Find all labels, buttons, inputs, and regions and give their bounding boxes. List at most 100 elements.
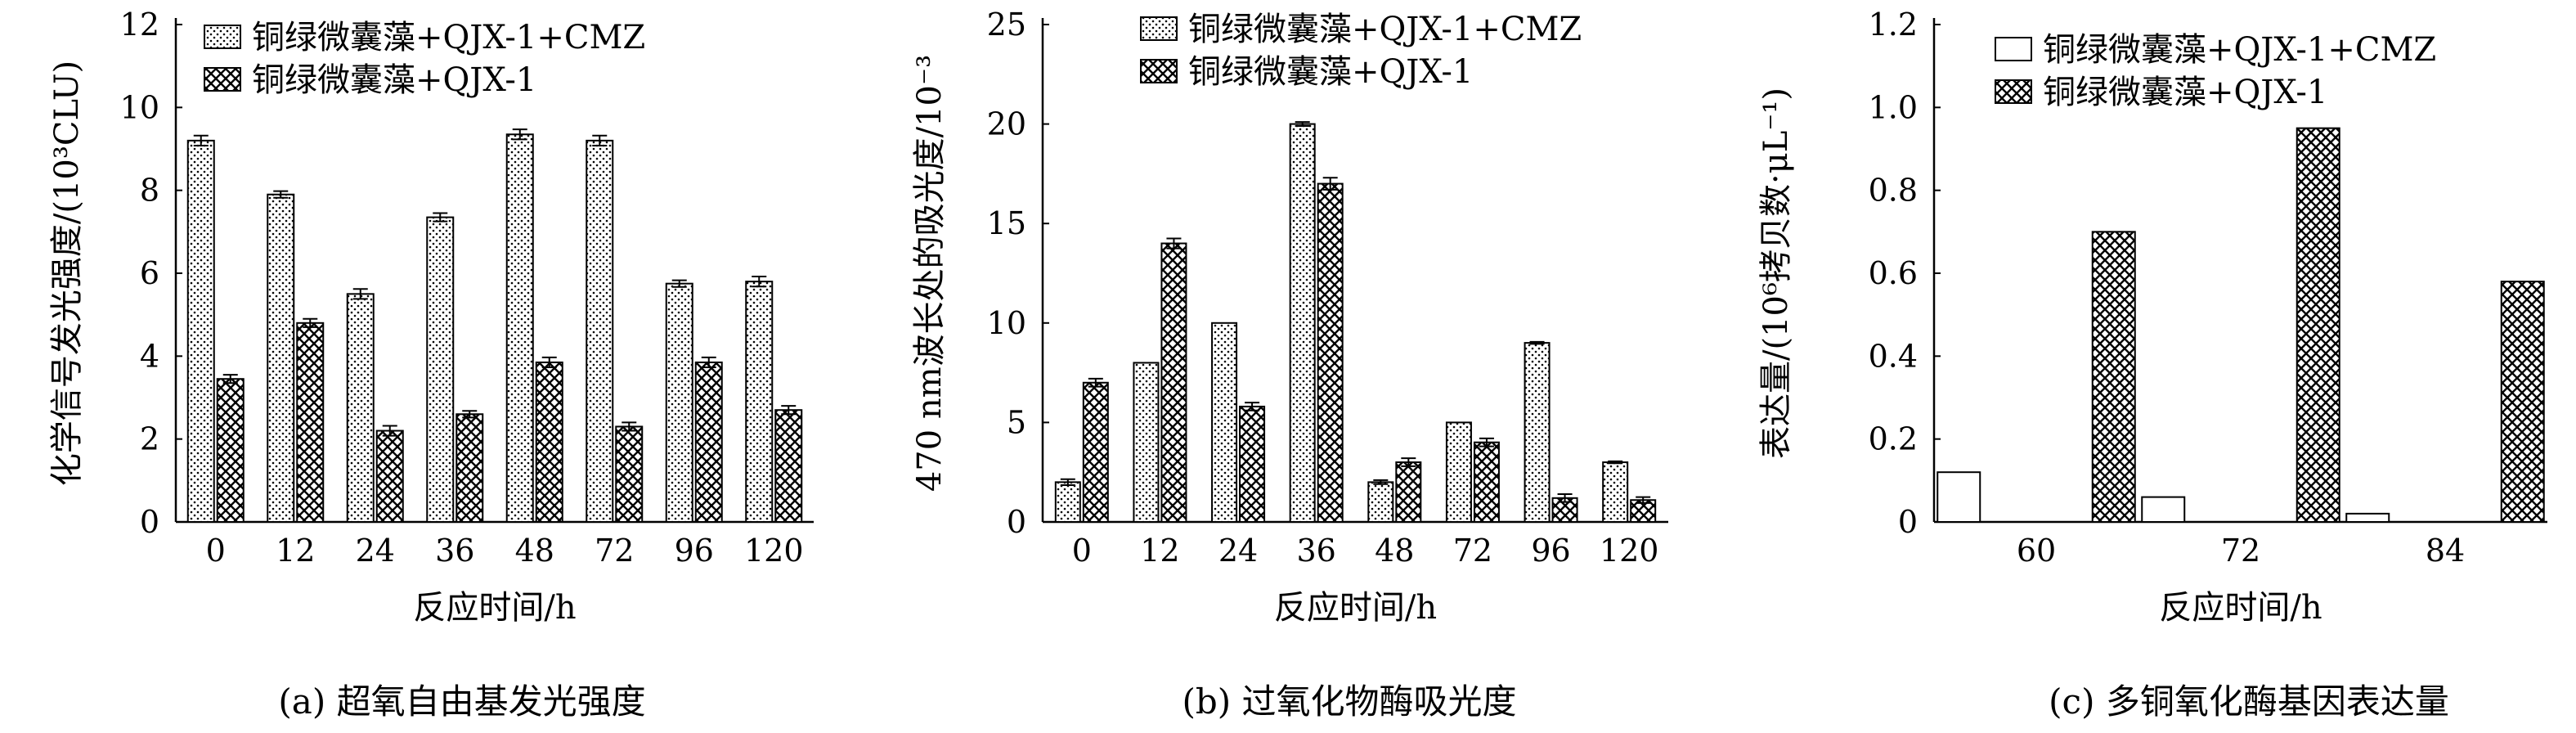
legend-label: 铜绿微囊藻+QJX-1+CMZ [2043,31,2436,69]
bar [535,361,563,523]
bar [2296,127,2340,524]
legend-label: 铜绿微囊藻+QJX-1 [252,61,536,99]
x-tick-label: 12 [1140,533,1179,569]
x-tick-label: 120 [1600,533,1659,569]
bar [2091,231,2136,523]
legend-swatch [1995,37,2032,61]
y-tick-label: 2 [140,421,159,457]
y-tick-label: 0 [1898,504,1918,540]
bar [346,293,375,523]
bar [2345,512,2390,523]
bar [1367,481,1394,523]
bar [1133,362,1160,523]
bar [774,409,803,524]
bar [1473,441,1500,523]
bar [694,361,723,523]
y-tick-label: 0 [140,504,159,540]
x-tick-label: 24 [1218,533,1258,569]
y-axis-title: 化学信号发光强度/(10³CLU) [48,61,86,486]
y-tick-label: 10 [120,89,159,125]
y-tick-label: 5 [1007,404,1026,440]
bar [426,216,455,523]
y-tick-label: 8 [140,173,159,209]
x-tick-label: 0 [1072,533,1092,569]
x-tick-label: 120 [744,533,804,569]
bar [1602,461,1629,523]
bar [586,139,614,523]
x-tick-label: 84 [2426,533,2465,569]
bar [1082,381,1109,524]
legend-swatch [1140,16,1178,41]
bar [216,378,245,524]
y-tick-label: 20 [987,106,1026,142]
x-tick-label: 48 [1375,533,1414,569]
legend-swatch [204,67,241,92]
bar [1317,182,1344,523]
bar [375,429,404,523]
panel-b: 0 5 10 15 20 25 0 12 24 36 48 72 96 120 反应时间/h 470 nm波长… [911,7,1668,722]
x-tick-label: 36 [1297,533,1336,569]
x-tick-label: 60 [2017,533,2056,569]
bar [2141,496,2186,523]
bar [296,322,325,523]
bar [505,133,534,523]
x-tick-label: 96 [1531,533,1570,569]
y-tick-label: 0.4 [1869,338,1918,374]
y-axis-title: 470 nm波长处的吸光度/10⁻³ [911,55,949,492]
bar [267,193,295,523]
legend-label: 铜绿微囊藻+QJX-1 [1188,53,1473,91]
y-tick-label: 15 [987,205,1026,241]
x-tick-label: 72 [2221,533,2260,569]
bar [1445,421,1472,524]
y-tick-label: 0 [1007,504,1026,540]
y-tick-label: 0.2 [1869,421,1918,457]
x-tick-label: 12 [276,533,315,569]
legend-swatch [1140,59,1178,83]
y-tick-label: 25 [987,7,1026,43]
x-tick-label: 24 [356,533,395,569]
x-tick-label: 48 [515,533,554,569]
bar [1289,123,1316,523]
legend-label: 铜绿微囊藻+QJX-1 [2043,74,2327,111]
x-tick-label: 72 [1453,533,1492,569]
bar [1054,481,1081,523]
bar [1239,405,1266,523]
bar [186,139,215,523]
legend-swatch [204,25,241,49]
bar [1524,342,1551,523]
x-axis-title: 反应时间/h [1274,589,1437,627]
y-axis-title: 表达量/(10⁶拷贝数·μL⁻¹) [1757,88,1795,459]
x-tick-label: 0 [206,533,226,569]
panel-caption: (b) 过氧化物酶吸光度 [1182,681,1516,722]
bar [615,425,644,524]
y-tick-label: 10 [987,305,1026,341]
y-tick-label: 1.2 [1869,7,1918,43]
x-axis-title: 反应时间/h [413,589,576,627]
y-tick-label: 0.8 [1869,173,1918,209]
panel-caption: (c) 多铜氧化酶基因表达量 [2049,681,2449,722]
legend-label: 铜绿微囊藻+QJX-1+CMZ [252,19,645,56]
x-tick-label: 36 [435,533,474,569]
bar [1211,322,1238,523]
x-axis-title: 反应时间/h [2159,589,2322,627]
y-tick-label: 0.6 [1869,255,1918,291]
legend-label: 铜绿微囊藻+QJX-1+CMZ [1188,11,1582,48]
bar [2500,281,2545,523]
bar [745,281,774,523]
panel-c: 0 0.2 0.4 0.6 0.8 1.0 1.2 60 72 84 反应时间/h 表达量/(10⁶拷… [1757,7,2547,722]
legend-swatch [1995,79,2032,104]
bar [1160,242,1187,523]
y-tick-label: 6 [140,255,159,291]
y-tick-label: 12 [120,7,159,43]
y-tick-label: 1.0 [1869,89,1918,125]
bar [1936,471,1981,524]
bar [665,282,693,523]
bar [456,413,484,523]
x-tick-label: 96 [675,533,714,569]
y-tick-label: 4 [140,338,159,374]
bar [1395,461,1422,523]
panel-caption: (a) 超氧自由基发光强度 [278,681,645,722]
x-tick-label: 72 [595,533,634,569]
